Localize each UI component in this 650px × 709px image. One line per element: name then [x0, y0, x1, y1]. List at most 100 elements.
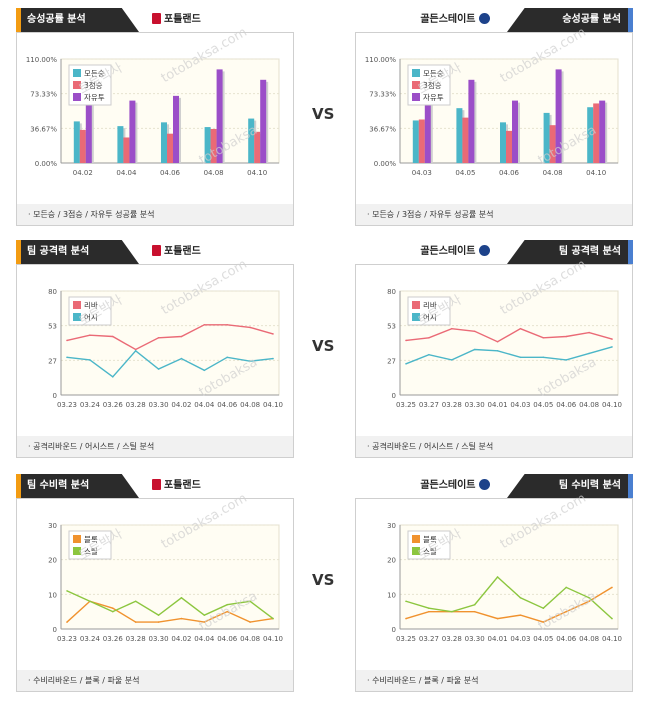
y-tick-label: 53: [387, 323, 396, 331]
data-point: [519, 597, 522, 599]
data-point: [203, 324, 206, 326]
right-panel-1: 팀 공격력 분석 골든스테이트 0 27 53 80 03.25 03.27 03.28 03.…: [355, 240, 633, 458]
x-tick-label: 04.03: [510, 401, 530, 409]
data-point: [450, 327, 453, 330]
x-tick-label: 03.28: [126, 401, 146, 409]
panel-tab-title: 팀 공격력 분석: [507, 240, 633, 264]
x-tick-label: 04.05: [455, 169, 475, 177]
team-name: 골든스테이트: [420, 13, 493, 27]
y-tick-label: 53: [48, 323, 57, 331]
team-name: 포틀랜드: [152, 13, 201, 27]
x-tick-label: 03.23: [57, 635, 77, 643]
y-tick-label: 0.00%: [35, 160, 58, 168]
y-tick-label: 110.00%: [365, 56, 396, 64]
y-tick-label: 80: [387, 288, 396, 296]
y-tick-label: 36.67%: [30, 125, 57, 133]
bar-ft: [424, 84, 431, 163]
team-name-text: 골든스테이트: [420, 246, 476, 257]
data-point: [450, 359, 453, 361]
chart-footer: · 공격리바운드 / 어시스트 / 스틸 분석: [16, 436, 294, 458]
x-tick-label: 04.02: [171, 635, 191, 643]
left-panel-1: 팀 공격력 분석 포틀랜드 0 27 53 80 03.23 03.24 03.26 03.28 0…: [16, 240, 294, 458]
x-tick-label: 03.23: [57, 401, 77, 409]
left-panel-2: 팀 수비력 분석 포틀랜드 0 10 20 30 03.23 03.24 03.26 03.28 0…: [16, 474, 294, 692]
data-point: [66, 356, 68, 359]
x-tick-label: 04.04: [194, 401, 215, 409]
chart-box: 0 27 53 80 03.25 03.27 03.28 03.30 04.01 04.03 04.…: [355, 264, 633, 438]
legend-label: 어시: [423, 312, 437, 322]
legend-label: 블록: [84, 535, 98, 544]
x-tick-label: 04.10: [602, 635, 622, 643]
x-tick-label: 03.26: [103, 401, 124, 409]
data-point: [405, 600, 407, 603]
data-point: [157, 337, 160, 339]
panel-header: 팀 수비력 분석 포틀랜드: [16, 474, 294, 498]
legend-swatch: [412, 81, 420, 89]
chart-box: 0 10 20 30 03.23 03.24 03.26 03.28 03.30 04.02 04.…: [16, 498, 294, 672]
series-line-0: [66, 600, 274, 623]
x-tick-label: 04.05: [533, 401, 553, 409]
portland-logo-icon: [152, 13, 161, 24]
data-point: [496, 350, 499, 352]
bar-ft: [129, 100, 136, 163]
bar-3pt: [123, 137, 130, 163]
data-point: [226, 324, 229, 326]
chart-box: 0 10 20 30 03.25 03.27 03.28 03.30 04.01 04.03 04.…: [355, 498, 633, 672]
chart-footer: · 모든승 / 3점승 / 자유투 성공률 분석: [355, 204, 633, 226]
data-point: [272, 617, 274, 620]
legend-swatch: [412, 313, 420, 321]
team-name-text: 골든스테이트: [420, 480, 476, 491]
bar-3pt: [549, 125, 556, 163]
x-tick-label: 03.27: [419, 401, 439, 409]
team-name-text: 포틀랜드: [164, 480, 201, 491]
data-point: [89, 359, 91, 361]
x-tick-label: 03.30: [465, 401, 485, 409]
team-name-text: 골든스테이트: [420, 14, 476, 25]
data-point: [565, 586, 568, 589]
data-point: [519, 327, 522, 330]
bar-3pt: [167, 133, 173, 163]
team-name: 포틀랜드: [152, 245, 201, 259]
panel-header: 승성공률 분석 골든스테이트: [355, 8, 633, 32]
legend-swatch: [412, 547, 420, 555]
x-tick-label: 04.02: [73, 169, 93, 177]
data-point: [134, 348, 137, 351]
bar-ft: [173, 95, 179, 163]
x-tick-label: 04.06: [556, 635, 577, 643]
data-point: [249, 600, 251, 603]
chart-footer-text: · 모든승 / 3점승 / 자유투 성공률 분석: [28, 210, 155, 219]
chart-footer: · 모든승 / 3점승 / 자유투 성공률 분석: [16, 204, 294, 226]
tab-accent-stripe: [16, 240, 21, 264]
chart-svg: 0.00% 36.67% 73.33% 110.00% 04.02 04.04 04.06 0…: [26, 56, 280, 177]
data-point: [249, 360, 251, 362]
y-tick-label: 0: [53, 392, 57, 400]
legend-label: 리바: [84, 300, 98, 310]
x-tick-label: 04.08: [543, 169, 563, 177]
y-tick-label: 30: [48, 522, 57, 530]
data-point: [542, 356, 545, 359]
series-line-1: [405, 575, 613, 620]
chart-footer: · 수비리바운드 / 블록 / 파울 분석: [355, 670, 633, 692]
x-tick-label: 03.30: [149, 635, 169, 643]
bar-all: [248, 118, 255, 163]
panel-header: 팀 공격력 분석 골든스테이트: [355, 240, 633, 264]
data-point: [157, 368, 160, 370]
data-point: [565, 359, 568, 361]
warriors-logo-icon: [479, 13, 490, 24]
team-name: 골든스테이트: [420, 245, 493, 259]
x-tick-label: 04.10: [263, 401, 283, 409]
x-tick-label: 04.06: [160, 169, 181, 177]
chart-footer: · 수비리바운드 / 블록 / 파울 분석: [16, 670, 294, 692]
bar-all: [587, 107, 594, 163]
legend-label: 모든승: [84, 69, 105, 78]
left-panel-0: 승성공률 분석 포틀랜드 0.00% 36.67% 73.33% 110.00% 04.02…: [16, 8, 294, 226]
data-point: [66, 621, 68, 623]
panel-header: 팀 수비력 분석 골든스테이트: [355, 474, 633, 498]
data-point: [180, 617, 183, 620]
data-point: [226, 356, 229, 359]
chart-box: 0 27 53 80 03.23 03.24 03.26 03.28 03.30 04.02 04.…: [16, 264, 294, 438]
x-tick-label: 03.25: [396, 401, 416, 409]
legend-swatch: [73, 547, 81, 555]
